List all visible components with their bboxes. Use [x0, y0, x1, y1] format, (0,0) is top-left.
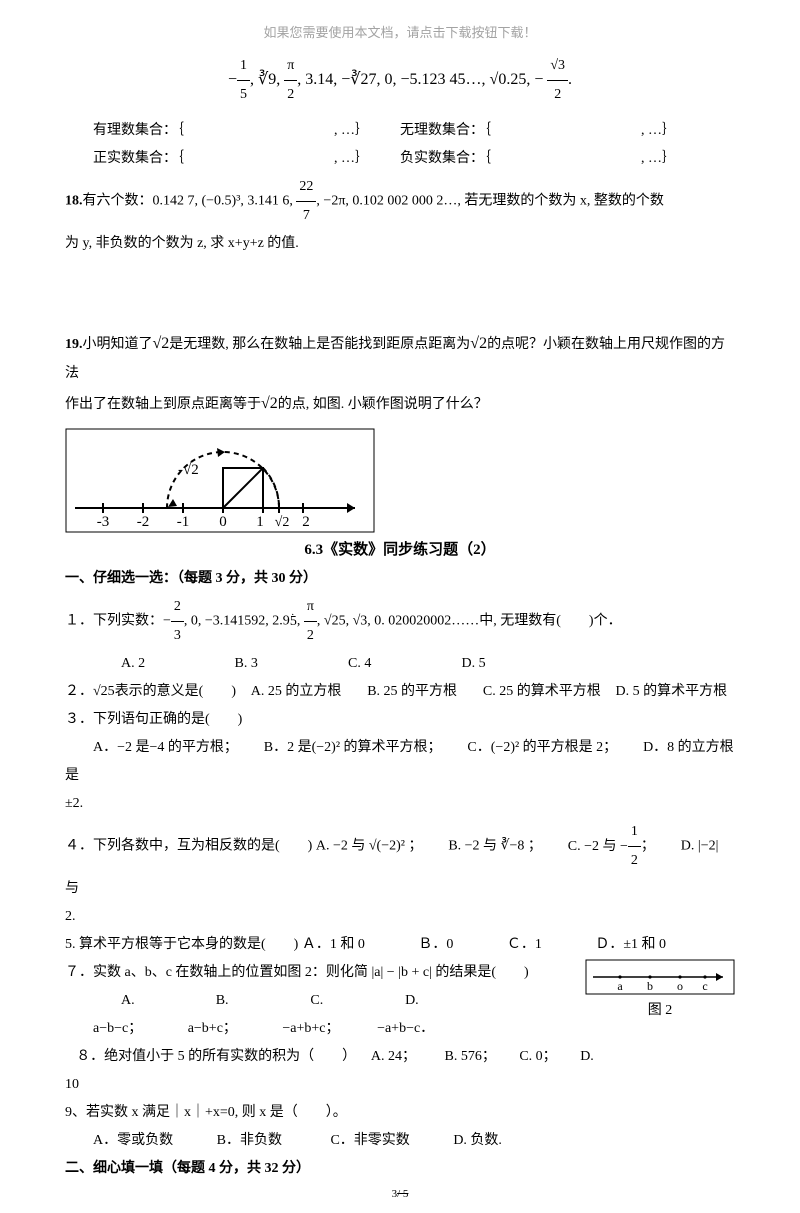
q8-opt-c[interactable]: C. 0； [519, 1049, 556, 1064]
q8-opt-b[interactable]: B. 576； [445, 1049, 496, 1064]
figure2: a b o c 图 2 [585, 959, 735, 1025]
q3-options: A．−2 是−4 的平方根； B．2 是(−2)² 的算术平方根； C．(−2)… [65, 734, 735, 790]
q3-opt-c[interactable]: C．(−2)² 的平方根是 2； [467, 740, 617, 755]
q19-line1: 19.小明知道了√2是无理数, 那么在数轴上是否能找到距原点距离为√2的点呢？小… [65, 328, 735, 388]
q5-opt-d[interactable]: Ｄ．±1 和 0 [595, 937, 666, 952]
neg-sign: − [228, 71, 237, 88]
neg-cbrt27: −∛27 [341, 71, 376, 88]
svg-text:-2: -2 [137, 514, 150, 530]
q3-opt-a[interactable]: A．−2 是−4 的平方根； [93, 740, 238, 755]
q4-opt-a[interactable]: A. −2 与 √(−2)² [316, 839, 405, 854]
svg-text:-3: -3 [97, 514, 110, 530]
q8-opt-d[interactable]: D. [580, 1049, 594, 1064]
q1: １．下列实数：−23, 0, −3.141592, 2.9·5, π2, √25… [65, 593, 735, 650]
q5: 5. 算术平方根等于它本身的数是( ) Ａ．1 和 0 Ｂ．0 Ｃ．1 Ｄ．±1… [65, 931, 735, 959]
q19-num: 19. [65, 337, 83, 352]
svg-text:2: 2 [302, 514, 310, 530]
sqrt025: √0.25 [490, 71, 527, 88]
q8-opt-a[interactable]: A. 24； [371, 1049, 416, 1064]
q1-opt-b[interactable]: B. 3 [207, 650, 317, 678]
section2-title: 6.3《实数》同步练习题（2） [65, 535, 735, 565]
svg-text:0: 0 [219, 514, 227, 530]
page-number: 3/ 5 [0, 1183, 800, 1205]
q2-opt-a[interactable]: A. 25 的立方根 [251, 684, 342, 699]
q1-opt-c[interactable]: C. 4 [320, 650, 430, 678]
q1-options: A. 2 B. 3 C. 4 D. 5 [65, 650, 735, 678]
q4-cont: 2. [65, 903, 735, 931]
sets-row2: 正实数集合：｛, …｝ 负实数集合：｛, …｝ [65, 145, 735, 173]
svg-text:c: c [702, 979, 707, 993]
q8-cont: 10 [65, 1071, 735, 1099]
q19-line2: 作出了在数轴上到原点距离等于√2的点, 如图. 小颖作图说明了什么？ [65, 388, 735, 420]
q9-opt-d[interactable]: D. 负数. [453, 1133, 502, 1148]
q4-opt-b[interactable]: B. −2 与 ∛−8 [448, 839, 524, 854]
q5-opt-b[interactable]: Ｂ．0 [418, 937, 453, 952]
q3-cont: ±2. [65, 790, 735, 818]
irrational-set: 无理数集合：｛ [400, 123, 491, 138]
svg-text:a: a [617, 979, 623, 993]
q9-opt-b[interactable]: B．非负数 [217, 1133, 282, 1148]
q7-opt-b[interactable]: B. a−b+c； [188, 987, 268, 1043]
q8: ８．绝对值小于 5 的所有实数的积为（ ） A. 24； B. 576； C. … [65, 1043, 735, 1071]
q4-opt-c[interactable]: C. −2 与 −12 [568, 839, 641, 854]
q18-num: 18. [65, 194, 83, 209]
header-note: 如果您需要使用本文档，请点击下载按钮下载！ [65, 20, 735, 46]
svg-text:√2: √2 [275, 515, 290, 530]
q9-opt-a[interactable]: A．零或负数 [93, 1133, 173, 1148]
q2-opt-c[interactable]: C. 25 的算术平方根 [483, 684, 601, 699]
svg-text:-√2: -√2 [178, 462, 199, 478]
q7-opt-c[interactable]: C. −a+b+c； [282, 987, 362, 1043]
svg-text:-1: -1 [177, 514, 190, 530]
q1-opt-d[interactable]: D. 5 [434, 650, 544, 678]
q5-opt-c[interactable]: Ｃ．1 [507, 937, 542, 952]
sets-row1: 有理数集合：｛, …｝ 无理数集合：｛, …｝ [65, 117, 735, 145]
cbrt9: ∛9 [258, 71, 276, 88]
q7-opt-a[interactable]: A. a−b−c； [93, 987, 173, 1043]
q2-opt-d[interactable]: D. 5 的算术平方根 [615, 684, 727, 699]
svg-text:o: o [677, 979, 683, 993]
q9-options: A．零或负数 B．非负数 C．非零实数 D. 负数. [65, 1127, 735, 1155]
q19-figure: -3 -2 -1 0 1 √2 2 -√2 [65, 428, 735, 533]
q3-opt-b[interactable]: B．2 是(−2)² 的算术平方根； [264, 740, 442, 755]
q9: 9、若实数 x 满足｜x｜+x=0, 则 x 是（ ）。 [65, 1099, 735, 1127]
q4: ４．下列各数中，互为相反数的是( ) A. −2 与 √(−2)² ； B. −… [65, 818, 735, 903]
q3: ３．下列语句正确的是( ) [65, 706, 735, 734]
negative-set: 负实数集合：｛ [400, 151, 491, 166]
q18-line2: 为 y, 非负数的个数为 z, 求 x+y+z 的值. [65, 230, 735, 258]
q1-opt-a[interactable]: A. 2 [93, 650, 203, 678]
figure2-caption: 图 2 [585, 997, 735, 1025]
q7-opt-d[interactable]: D. −a+b−c． [377, 987, 457, 1043]
q5-opt-a[interactable]: Ａ．1 和 0 [302, 937, 365, 952]
q2: ２．√25表示的意义是( ) A. 25 的立方根 B. 25 的平方根 C. … [65, 678, 735, 706]
svg-text:1: 1 [256, 514, 264, 530]
part2-header: 二、细心填一填（每题 4 分，共 32 分） [65, 1155, 735, 1183]
expression-row: −15, ∛9, π2, 3.14, −∛27, 0, −5.123 45…, … [65, 52, 735, 109]
q18-line1: 18.有六个数：0.142 7, (−0.5)³, 3.141 6, 227, … [65, 173, 735, 230]
svg-text:b: b [647, 979, 653, 993]
q2-opt-b[interactable]: B. 25 的平方根 [367, 684, 457, 699]
positive-set: 正实数集合：｛ [93, 151, 184, 166]
rational-set: 有理数集合：｛ [93, 123, 184, 138]
q9-opt-c[interactable]: C．非零实数 [330, 1133, 409, 1148]
part1-header: 一、仔细选一选：（每题 3 分，共 30 分） [65, 565, 735, 593]
